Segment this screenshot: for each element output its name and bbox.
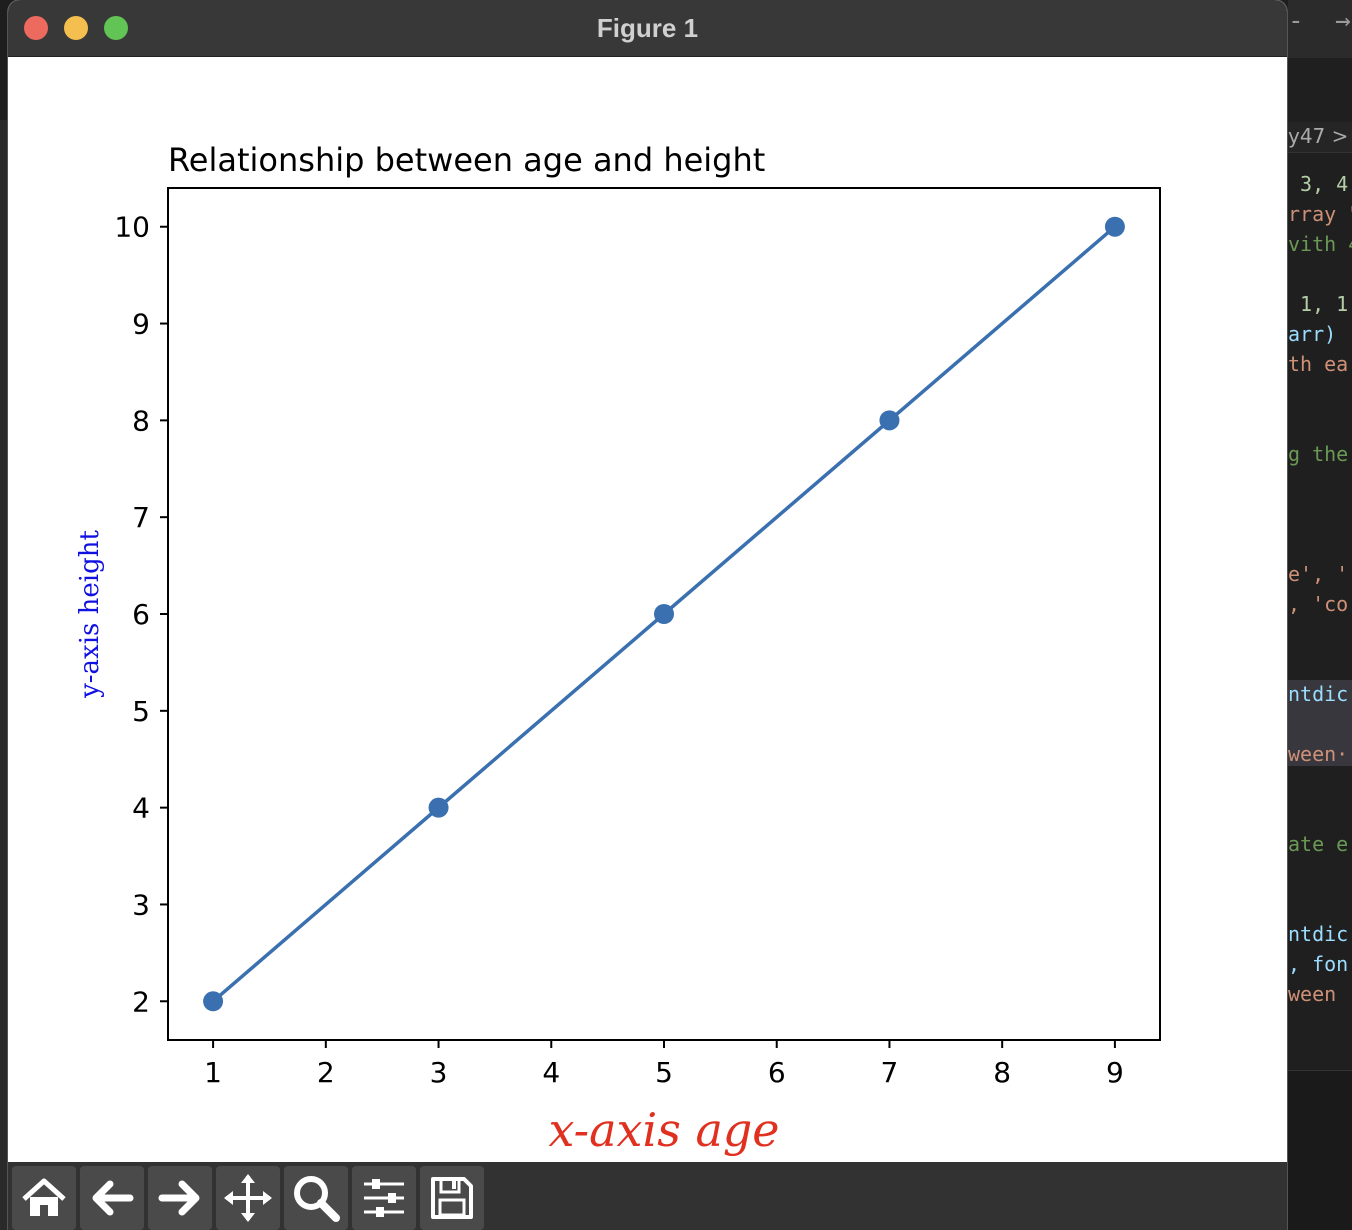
- data-point-marker: [428, 797, 449, 818]
- save-floppy-icon: [431, 1177, 473, 1219]
- editor-tab-bar: - →: [1288, 0, 1352, 58]
- x-tick-label: 5: [655, 1056, 673, 1089]
- forward-button[interactable]: [148, 1166, 212, 1230]
- configure-subplots-icon: [364, 1179, 404, 1217]
- y-tick-label: 8: [132, 404, 150, 437]
- editor-selection-highlight: [1288, 680, 1352, 766]
- x-tick-label: 3: [430, 1056, 448, 1089]
- window-close-button[interactable]: [24, 16, 48, 40]
- editor-code-line: vith 4: [1288, 232, 1352, 256]
- navigation-toolbar: [8, 1162, 1287, 1230]
- x-tick-label: 7: [881, 1056, 899, 1089]
- x-axis-label: x-axis age: [548, 1103, 779, 1157]
- configure-subplots-button[interactable]: [352, 1166, 416, 1230]
- y-tick-label: 2: [132, 985, 150, 1018]
- editor-code-line: th ea: [1288, 352, 1349, 376]
- x-tick-label: 6: [768, 1056, 786, 1089]
- x-tick-label: 9: [1106, 1056, 1124, 1089]
- line-chart: 1 2 3 4 5 6 7 8 9 2 3 4 5 6 7 8 9 10 Relationship betwee…: [75, 141, 1161, 1157]
- editor-code-line: 3, 4: [1288, 172, 1349, 196]
- y-tick-label: 10: [114, 211, 150, 244]
- y-tick-label: 3: [132, 888, 150, 921]
- data-point-marker: [203, 991, 224, 1012]
- back-arrow-icon: [92, 1180, 134, 1216]
- editor-code-line: ween·: [1288, 742, 1349, 766]
- editor-code-line: ate e: [1288, 832, 1349, 856]
- editor-code-line: ween: [1288, 982, 1337, 1006]
- pan-button[interactable]: [216, 1166, 280, 1230]
- back-button[interactable]: [80, 1166, 144, 1230]
- editor-code-line: ntdic: [1288, 682, 1349, 706]
- zoom-magnifier-icon: [294, 1176, 340, 1222]
- y-tick-label: 9: [132, 308, 150, 341]
- editor-code-line: g the: [1288, 442, 1349, 466]
- y-tick-label: 4: [132, 792, 150, 825]
- editor-nav-arrows[interactable]: - →: [1288, 6, 1351, 36]
- editor-bottom-panel: [1288, 1070, 1352, 1230]
- x-tick-label: 8: [993, 1056, 1011, 1089]
- figure-canvas[interactable]: 1 2 3 4 5 6 7 8 9 2 3 4 5 6 7 8 9 10 Relationship betwee…: [8, 57, 1287, 1162]
- y-tick-label: 6: [132, 598, 150, 631]
- forward-arrow-icon: [158, 1180, 200, 1216]
- y-axis-ticks: 2 3 4 5 6 7 8 9 10: [114, 211, 168, 1018]
- data-point-marker: [1104, 216, 1125, 237]
- editor-breadcrumb: y47 >: [1288, 122, 1352, 153]
- y-axis-label: y-axis height: [75, 530, 105, 699]
- home-icon: [22, 1178, 66, 1216]
- window-title: Figure 1: [596, 13, 699, 43]
- home-button[interactable]: [12, 1166, 76, 1230]
- background-editor-left-strip: [0, 120, 8, 1230]
- editor-breadcrumb-text[interactable]: y47 >: [1288, 124, 1349, 148]
- editor-code-line: ntdic: [1288, 922, 1349, 946]
- data-point-marker: [654, 604, 674, 624]
- background-code-editor: - → y47 > 3, 4 rray " vith 4 1, 1 arr) th ea…: [1288, 0, 1352, 1230]
- x-tick-label: 2: [317, 1056, 335, 1089]
- editor-code-line: , 'co: [1288, 592, 1349, 616]
- window-maximize-button[interactable]: [104, 16, 128, 40]
- pan-move-icon: [224, 1174, 272, 1222]
- y-tick-label: 5: [132, 695, 150, 728]
- save-button[interactable]: [420, 1166, 484, 1230]
- editor-code-line: e', ': [1288, 562, 1349, 586]
- series-group: [203, 216, 1125, 1012]
- x-tick-label: 1: [204, 1056, 222, 1089]
- figure-window: Figure 1 1 2 3 4 5 6 7 8 9 2 3 4 5 6 7 8 9 10 Relationsh…: [8, 0, 1287, 1230]
- editor-code-line: 1, 1: [1288, 292, 1349, 316]
- editor-code-line: rray ": [1288, 202, 1352, 226]
- window-titlebar[interactable]: Figure 1: [8, 0, 1287, 57]
- chart-title: Relationship between age and height: [168, 141, 765, 179]
- editor-code-line: , fon: [1288, 952, 1349, 976]
- x-tick-label: 4: [542, 1056, 560, 1089]
- data-point-marker: [879, 410, 900, 431]
- x-axis-ticks: 1 2 3 4 5 6 7 8 9: [204, 1040, 1124, 1089]
- editor-code-line: arr): [1288, 322, 1337, 346]
- zoom-button[interactable]: [284, 1166, 348, 1230]
- y-tick-label: 7: [132, 501, 150, 534]
- window-minimize-button[interactable]: [64, 16, 88, 40]
